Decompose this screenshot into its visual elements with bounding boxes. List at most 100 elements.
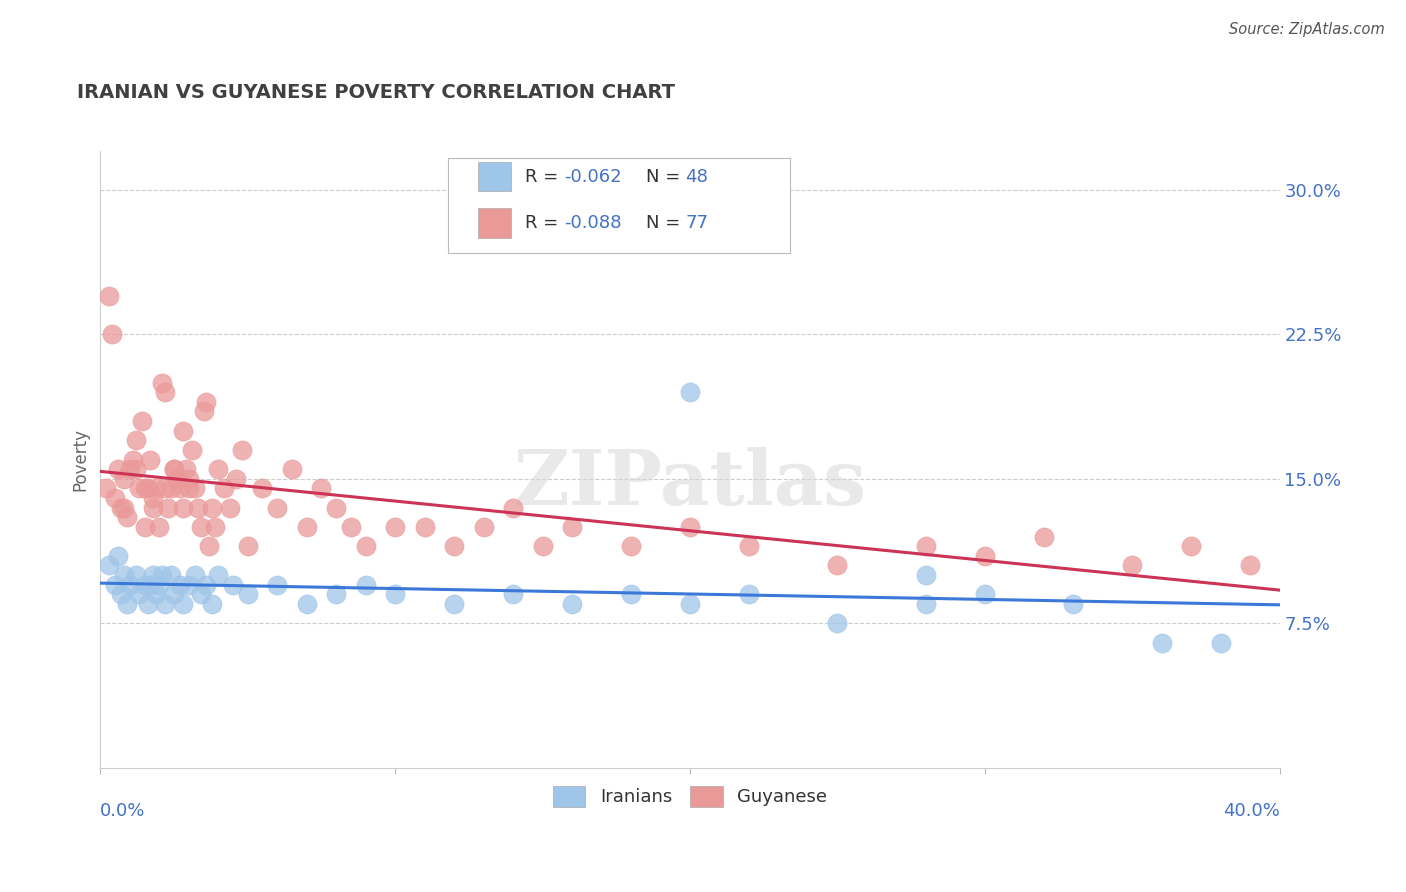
Point	[281, 462, 304, 476]
Point	[142, 491, 165, 505]
Point	[101, 327, 124, 342]
Point	[325, 587, 347, 601]
Point	[163, 587, 186, 601]
Point	[195, 578, 218, 592]
Point	[118, 462, 141, 476]
Point	[311, 482, 333, 496]
Point	[1209, 635, 1232, 649]
Point	[413, 520, 436, 534]
Point	[145, 482, 167, 496]
Point	[190, 587, 212, 601]
Point	[163, 462, 186, 476]
FancyBboxPatch shape	[478, 161, 510, 192]
Text: R =: R =	[524, 168, 564, 186]
Point	[107, 462, 129, 476]
Text: ZIPatlas: ZIPatlas	[513, 447, 866, 521]
Point	[150, 568, 173, 582]
Point	[443, 539, 465, 553]
Point	[177, 482, 200, 496]
Point	[112, 500, 135, 515]
Point	[115, 597, 138, 611]
Point	[169, 578, 191, 592]
Text: N =: N =	[647, 168, 686, 186]
Point	[266, 500, 288, 515]
Text: 0.0%: 0.0%	[100, 802, 146, 820]
Point	[163, 462, 186, 476]
Point	[561, 597, 583, 611]
Point	[155, 482, 177, 496]
Point	[96, 482, 118, 496]
Point	[384, 587, 406, 601]
Point	[174, 462, 197, 476]
Point	[827, 616, 849, 631]
Point	[1180, 539, 1202, 553]
Point	[166, 472, 188, 486]
Text: 40.0%: 40.0%	[1223, 802, 1279, 820]
Point	[384, 520, 406, 534]
Point	[104, 491, 127, 505]
Point	[231, 442, 253, 457]
Point	[155, 385, 177, 400]
Point	[354, 578, 377, 592]
Text: Source: ZipAtlas.com: Source: ZipAtlas.com	[1229, 22, 1385, 37]
Y-axis label: Poverty: Poverty	[72, 428, 89, 491]
Point	[1239, 558, 1261, 573]
Point	[160, 482, 183, 496]
Point	[112, 472, 135, 486]
Point	[561, 520, 583, 534]
Point	[148, 520, 170, 534]
Point	[679, 385, 702, 400]
Text: 77: 77	[685, 214, 709, 232]
Point	[198, 539, 221, 553]
Point	[679, 520, 702, 534]
Point	[190, 520, 212, 534]
Point	[142, 568, 165, 582]
Point	[169, 482, 191, 496]
Point	[183, 568, 205, 582]
Point	[266, 578, 288, 592]
Point	[139, 578, 162, 592]
Point	[112, 568, 135, 582]
Point	[98, 558, 121, 573]
Point	[679, 597, 702, 611]
Point	[110, 500, 132, 515]
Text: R =: R =	[524, 214, 564, 232]
Point	[177, 578, 200, 592]
Point	[148, 578, 170, 592]
Point	[340, 520, 363, 534]
Point	[207, 462, 229, 476]
Point	[973, 587, 995, 601]
Point	[620, 539, 643, 553]
Point	[204, 520, 226, 534]
FancyBboxPatch shape	[478, 208, 510, 237]
Point	[142, 500, 165, 515]
Point	[134, 520, 156, 534]
Point	[236, 539, 259, 553]
Point	[134, 482, 156, 496]
Point	[125, 434, 148, 448]
Point	[973, 549, 995, 563]
Point	[212, 482, 235, 496]
Point	[115, 510, 138, 524]
Point	[157, 500, 180, 515]
Point	[620, 587, 643, 601]
Point	[145, 587, 167, 601]
Point	[150, 376, 173, 390]
Text: IRANIAN VS GUYANESE POVERTY CORRELATION CHART: IRANIAN VS GUYANESE POVERTY CORRELATION …	[77, 83, 675, 102]
Point	[195, 394, 218, 409]
Point	[139, 452, 162, 467]
Point	[354, 539, 377, 553]
Point	[187, 500, 209, 515]
Point	[128, 482, 150, 496]
Text: -0.088: -0.088	[564, 214, 621, 232]
Point	[136, 597, 159, 611]
Point	[1150, 635, 1173, 649]
Point	[827, 558, 849, 573]
Point	[121, 452, 143, 467]
Point	[914, 568, 936, 582]
Text: 48: 48	[685, 168, 709, 186]
Text: N =: N =	[647, 214, 686, 232]
Point	[125, 568, 148, 582]
Point	[236, 587, 259, 601]
Point	[134, 578, 156, 592]
